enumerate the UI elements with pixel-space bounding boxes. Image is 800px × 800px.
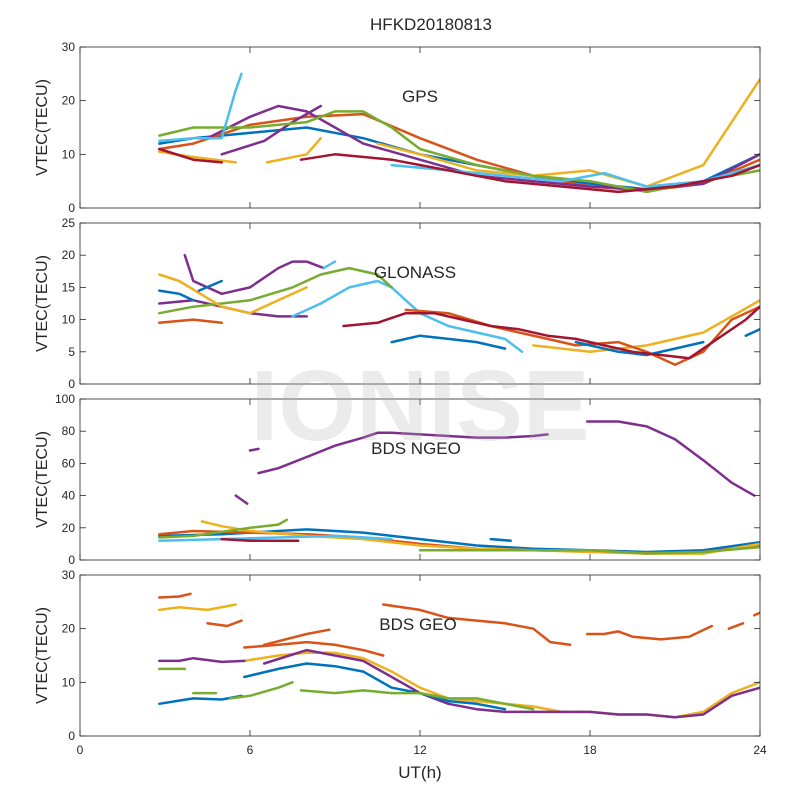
series-line — [727, 622, 745, 630]
plot-area — [80, 575, 760, 736]
series-group — [158, 592, 760, 719]
y-tick-label: 100 — [55, 392, 75, 406]
y-tick-label: 0 — [68, 553, 75, 567]
y-tick-label: 5 — [68, 345, 75, 359]
y-tick-label: 15 — [62, 280, 76, 294]
series-line — [158, 318, 223, 325]
series-line — [262, 628, 331, 647]
y-tick-label: 10 — [62, 675, 76, 689]
y-axis-label: VTEC(TECU) — [34, 607, 51, 704]
series-line — [381, 603, 572, 647]
series-line — [234, 494, 249, 505]
y-tick-label: 80 — [62, 424, 76, 438]
series-line — [158, 518, 289, 539]
series-line — [158, 592, 192, 599]
series-line — [489, 537, 512, 542]
series-line — [197, 279, 223, 292]
y-axis-label: VTEC(TECU) — [34, 431, 51, 528]
y-tick-label: 40 — [62, 489, 76, 503]
series-line — [220, 104, 323, 156]
plot-area — [80, 47, 760, 208]
panel-title: GLONASS — [374, 263, 456, 282]
chart-panel: 0 20 40 60 80 100 VTEC(TECU) BDS NGEO — [34, 392, 761, 567]
series-line — [158, 72, 243, 143]
y-tick-label: 20 — [62, 248, 76, 262]
watermark: IONISE — [251, 350, 590, 462]
y-tick-label: 30 — [62, 568, 76, 582]
chart-panel: 0 10 20 30 VTEC(TECU) GPS — [34, 40, 761, 215]
y-tick-label: 10 — [62, 313, 76, 327]
y-tick-label: 20 — [62, 521, 76, 535]
series-line — [183, 253, 325, 296]
y-tick-label: 0 — [68, 201, 75, 215]
series-line — [220, 537, 300, 542]
series-line — [158, 289, 195, 302]
series-line — [532, 299, 760, 354]
chart-panel: 0 6 12 18 24 0 10 20 30 VTEC(TECU) BDS GEO — [34, 568, 767, 757]
y-tick-label: 10 — [62, 147, 76, 161]
series-line — [228, 681, 294, 700]
series-group — [158, 72, 760, 194]
series-line — [585, 624, 714, 641]
y-tick-label: 60 — [62, 456, 76, 470]
x-tick-label: 0 — [77, 743, 84, 757]
series-line — [158, 603, 238, 612]
series-line — [158, 273, 308, 315]
series-line — [158, 147, 223, 164]
series-line — [248, 447, 260, 452]
series-line — [158, 534, 393, 542]
series-line — [390, 691, 535, 711]
series-line — [585, 420, 756, 497]
series-line — [265, 136, 323, 164]
y-tick-label: 30 — [62, 40, 76, 54]
series-group — [158, 253, 760, 366]
panel-title: BDS NGEO — [371, 439, 461, 458]
x-tick-label: 12 — [413, 743, 427, 757]
series-group — [158, 420, 760, 555]
y-axis-label: VTEC(TECU) — [34, 79, 51, 176]
x-tick-label: 18 — [583, 743, 597, 757]
series-line — [243, 662, 507, 711]
panel-title: BDS GEO — [379, 615, 456, 634]
series-line — [158, 656, 246, 664]
series-line — [418, 545, 760, 555]
y-axis-label: VTEC(TECU) — [34, 255, 51, 352]
series-line — [376, 77, 760, 188]
series-line — [342, 305, 760, 360]
series-line — [158, 266, 393, 315]
panels: 0 10 20 30 VTEC(TECU) GPS 0 5 10 15 20 25 VTEC(TECU)… — [34, 40, 767, 757]
plot-area — [80, 223, 760, 384]
x-tick-label: 6 — [247, 743, 254, 757]
y-tick-label: 20 — [62, 622, 76, 636]
series-line — [257, 431, 549, 475]
x-tick-label: 24 — [753, 743, 767, 757]
y-tick-label: 20 — [62, 94, 76, 108]
series-line — [299, 689, 393, 695]
series-line — [322, 260, 337, 270]
series-line — [753, 611, 760, 617]
x-axis-label: UT(h) — [398, 763, 441, 782]
chart-panel: 0 5 10 15 20 25 VTEC(TECU) GLONASS — [34, 216, 761, 391]
series-line — [574, 340, 705, 357]
panel-title: GPS — [402, 87, 438, 106]
series-line — [262, 648, 760, 719]
series-line — [744, 328, 760, 337]
series-line — [291, 279, 524, 354]
y-tick-label: 25 — [62, 216, 76, 230]
y-tick-label: 0 — [68, 377, 75, 391]
y-tick-label: 0 — [68, 729, 75, 743]
series-line — [299, 153, 760, 194]
series-line — [206, 619, 243, 628]
series-line — [243, 640, 385, 657]
series-line — [390, 334, 507, 350]
figure-title: HFKD20180813 — [370, 15, 492, 34]
